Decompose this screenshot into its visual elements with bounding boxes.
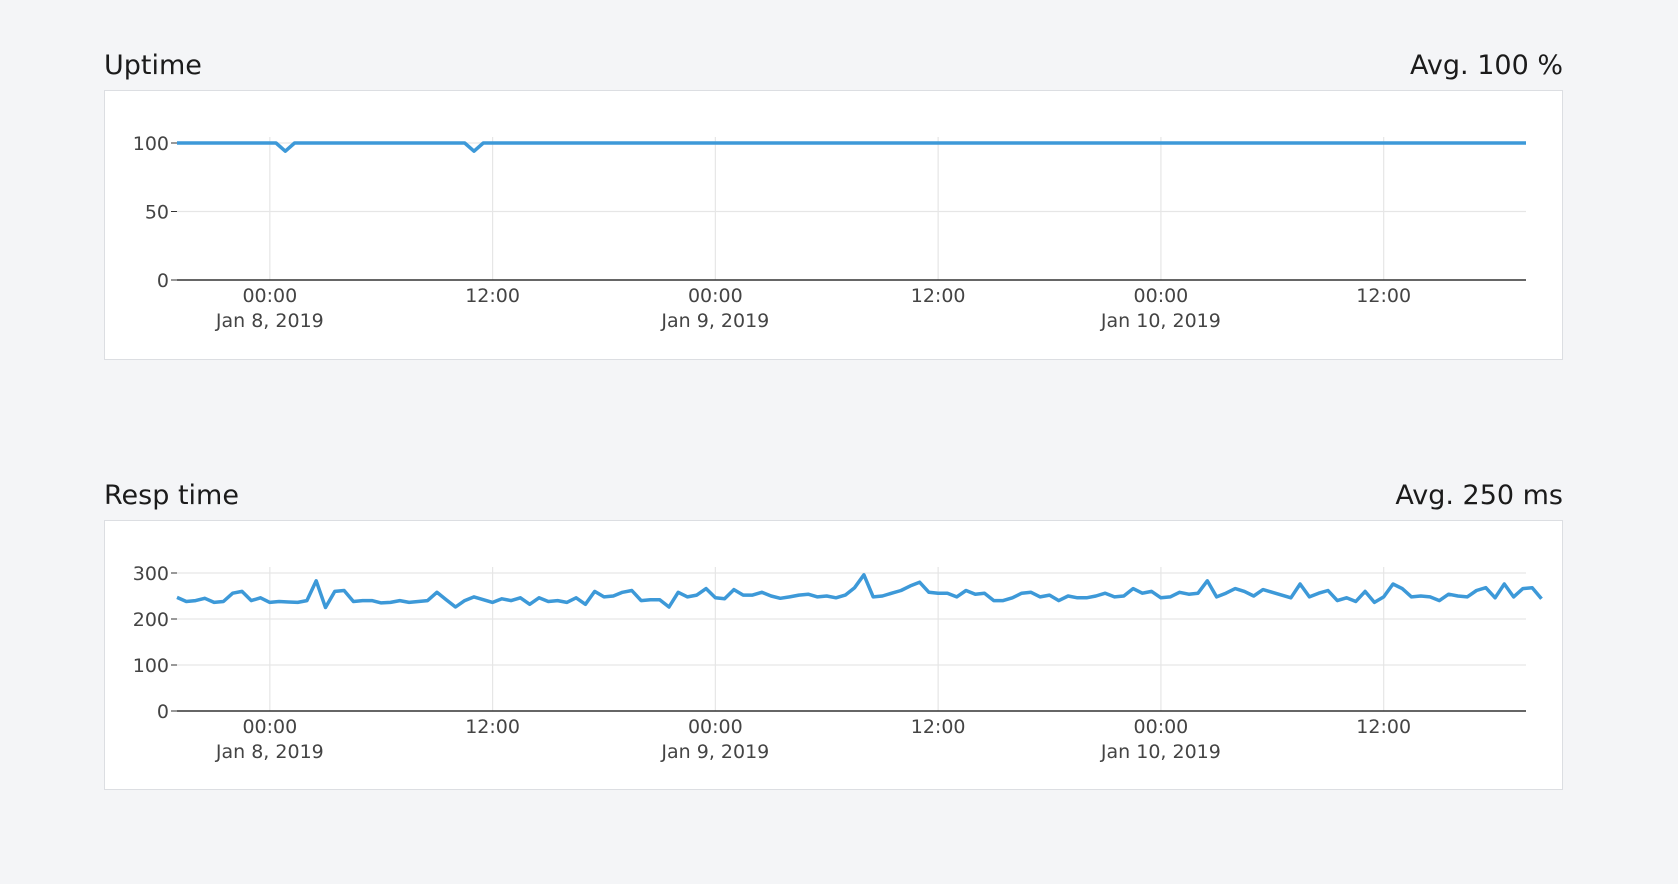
- resp-time-ytick-label: 100: [133, 655, 169, 677]
- uptime-xtick-date: Jan 8, 2019: [215, 310, 324, 332]
- resp-time-header: Resp time Avg. 250 ms: [104, 480, 1563, 520]
- uptime-series-line: [177, 141, 1526, 153]
- resp-time-section: Resp time Avg. 250 ms 0 100 200 300 00:00 Jan…: [104, 480, 1563, 790]
- resp-time-ytick-label: 200: [133, 609, 169, 631]
- resp-time-chart-panel: 0 100 200 300 00:00 Jan 8, 2019 12:00 00:00 Jan …: [104, 520, 1563, 790]
- resp-time-ytick-label: 0: [157, 701, 169, 723]
- uptime-xtick-date: Jan 9, 2019: [660, 310, 769, 332]
- uptime-ytick-label: 50: [145, 202, 169, 224]
- uptime-average: Avg. 100 %: [1410, 50, 1563, 81]
- resp-time-xtick-time: 00:00: [242, 716, 297, 738]
- resp-time-xtick-time: 00:00: [1134, 716, 1189, 738]
- uptime-xtick-time: 12:00: [911, 285, 966, 307]
- resp-time-ytick-label: 300: [133, 563, 169, 585]
- uptime-header: Uptime Avg. 100 %: [104, 50, 1563, 90]
- uptime-ytick-label: 100: [133, 133, 169, 155]
- uptime-xtick-date: Jan 10, 2019: [1100, 310, 1221, 332]
- resp-time-chart: 0 100 200 300 00:00 Jan 8, 2019 12:00 00:00 Jan …: [133, 563, 1543, 763]
- resp-time-average: Avg. 250 ms: [1395, 480, 1563, 511]
- uptime-xtick-time: 00:00: [242, 285, 297, 307]
- resp-time-xtick-date: Jan 9, 2019: [660, 741, 769, 763]
- uptime-xtick-time: 12:00: [1356, 285, 1411, 307]
- resp-time-xtick-time: 12:00: [1356, 716, 1411, 738]
- uptime-chart: 0 50 100 00:00 Jan 8, 2019 12:00 00:00 Jan 9, 2…: [133, 133, 1526, 332]
- resp-time-series-line: [176, 573, 1543, 610]
- resp-time-xtick-time: 12:00: [465, 716, 520, 738]
- resp-time-xtick-date: Jan 8, 2019: [215, 741, 324, 763]
- uptime-xtick-time: 00:00: [1134, 285, 1189, 307]
- uptime-section: Uptime Avg. 100 % 0 50 100 00:00 Jan 8, 2019…: [104, 50, 1563, 360]
- resp-time-xtick-date: Jan 10, 2019: [1100, 741, 1221, 763]
- resp-time-xtick-time: 00:00: [688, 716, 743, 738]
- uptime-xtick-time: 00:00: [688, 285, 743, 307]
- uptime-title: Uptime: [104, 50, 202, 81]
- uptime-chart-panel: 0 50 100 00:00 Jan 8, 2019 12:00 00:00 Jan 9, 2…: [104, 90, 1563, 360]
- resp-time-title: Resp time: [104, 480, 239, 511]
- resp-time-xtick-time: 12:00: [911, 716, 966, 738]
- uptime-xtick-time: 12:00: [465, 285, 520, 307]
- uptime-ytick-label: 0: [157, 270, 169, 292]
